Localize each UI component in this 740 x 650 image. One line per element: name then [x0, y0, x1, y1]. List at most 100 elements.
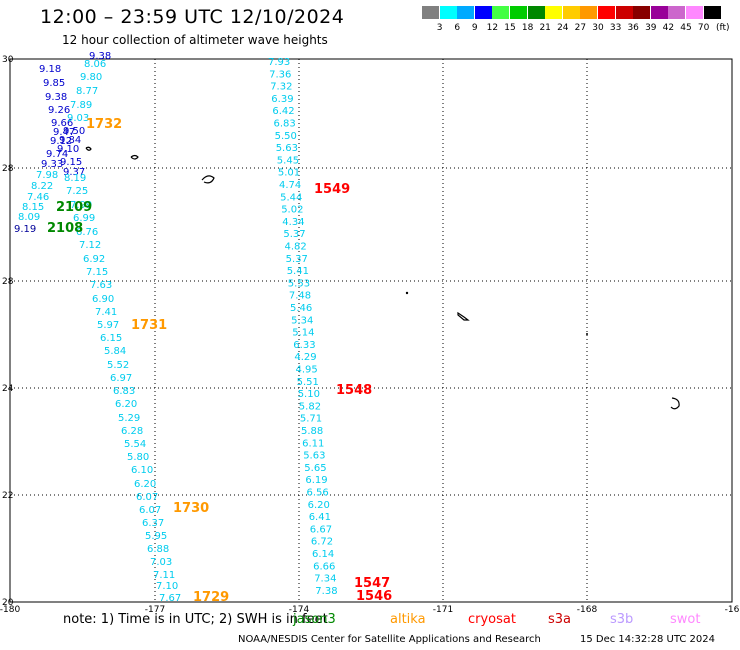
wave-height-label: 9.85 — [43, 78, 65, 89]
wave-height-label: 5.71 — [300, 414, 322, 425]
wave-height-label: 5.84 — [104, 346, 126, 357]
colorbar-swatch — [510, 6, 527, 19]
wave-height-label: 8.19 — [64, 173, 86, 184]
page-title: 12:00 – 23:59 UTC 12/10/2024 — [40, 6, 345, 28]
colorbar-unit: (ft) — [716, 23, 730, 33]
wave-height-label: 9.50 — [63, 126, 85, 137]
lat-label: 28 — [2, 164, 14, 174]
wave-height-label: 5.63 — [276, 143, 298, 154]
wave-height-label: 7.25 — [66, 186, 88, 197]
colorbar-swatch — [422, 6, 439, 19]
wave-height-label: 6.15 — [100, 333, 122, 344]
lon-label: -171 — [433, 605, 453, 615]
island-outlines — [85, 146, 680, 410]
lat-label: 20 — [2, 598, 14, 608]
wave-height-label: 7.89 — [70, 100, 92, 111]
wave-height-label: 6.14 — [312, 549, 334, 560]
wave-height-label: 1546 — [356, 589, 392, 604]
wave-height-label: 5.95 — [145, 531, 167, 542]
wave-height-label: 5.14 — [292, 328, 314, 339]
wave-height-label: 5.88 — [301, 426, 323, 437]
colorbar-swatch — [439, 6, 457, 19]
wave-height-label: 7.38 — [315, 586, 337, 597]
wave-height-label: 6.28 — [121, 426, 143, 437]
legend-cryosat: cryosat — [468, 612, 516, 627]
colorbar-label: 24 — [557, 23, 569, 33]
wave-height-label: 2108 — [47, 221, 83, 236]
colorbar-swatch — [562, 6, 580, 19]
wave-height-label: 6.07 — [139, 505, 161, 516]
wave-height-label: 1548 — [336, 383, 372, 398]
colorbar-swatch — [492, 6, 510, 19]
wave-height-label: 6.97 — [110, 373, 132, 384]
wave-height-label: 5.44 — [280, 192, 302, 203]
wave-height-label: 9.84 — [59, 135, 81, 146]
colorbar-label: 30 — [592, 23, 604, 33]
wave-height-label: 7.41 — [95, 307, 117, 318]
wave-height-label: 9.47 — [53, 127, 75, 138]
wave-height-label: 6.92 — [83, 254, 105, 265]
map-axes: -180 -177 -174 -171 -168 -16 30 28 28 24 22 20 — [0, 55, 740, 615]
wave-height-label: 8.15 — [22, 202, 44, 213]
wave-height-label: 9.38 — [45, 92, 67, 103]
colorbar-swatch — [686, 6, 703, 19]
wave-height-label: 8.77 — [76, 86, 98, 97]
colorbar-label: 15 — [504, 23, 516, 33]
wave-height-label: 6.90 — [92, 294, 114, 305]
wave-height-label: 6.20 — [308, 500, 330, 511]
wave-height-label: 6.07 — [136, 492, 158, 503]
legend-s3a: s3a — [548, 612, 572, 627]
wave-height-label: 7.10 — [156, 581, 178, 592]
colorbar-swatch — [527, 6, 545, 19]
island-dot — [586, 333, 588, 335]
wave-height-label: 7.12 — [79, 240, 101, 251]
wave-height-label: 9.15 — [60, 157, 82, 168]
island-outline — [130, 154, 139, 160]
wave-height-label: 7.63 — [90, 280, 112, 291]
wave-height-label: 6.20 — [115, 399, 137, 410]
wave-height-label: 5.34 — [291, 315, 313, 326]
wave-height-label: 5.37 — [283, 229, 305, 240]
legend-s3b: s3b — [610, 612, 634, 627]
lat-label: 22 — [2, 491, 13, 501]
wave-height-label: 5.37 — [286, 254, 308, 265]
lon-label: -16 — [725, 605, 740, 615]
wave-height-label: 5.54 — [124, 439, 146, 450]
lon-label: -174 — [289, 605, 310, 615]
colorbar-swatch — [703, 6, 721, 19]
wave-height-label: 6.66 — [313, 561, 335, 572]
island-outline — [670, 397, 680, 410]
map-frame — [9, 58, 733, 603]
wave-height-label: 6.76 — [76, 227, 98, 238]
wave-height-label: 8.22 — [31, 181, 53, 192]
wave-height-label: 9.18 — [39, 64, 61, 75]
colorbar-label: 3 — [436, 23, 443, 33]
wave-height-label: 5.45 — [277, 155, 299, 166]
wave-height-label: 7.32 — [270, 82, 292, 93]
wave-height-label: 7.46 — [27, 192, 49, 203]
colorbar-swatch — [474, 6, 492, 19]
colorbar-label: 27 — [574, 23, 587, 33]
wave-height-label: 6.11 — [302, 438, 324, 449]
legend-jason3: jason3 — [293, 612, 336, 627]
wave-height-labels: 9.38 9.18 9.85 9.38 9.26 9.669.479.12 9.749.33… — [14, 51, 392, 605]
wave-height-label: 5.51 — [297, 377, 319, 388]
wave-height-label: 5.29 — [118, 413, 140, 424]
wave-height-label: 6.39 — [271, 94, 293, 105]
lon-label: -177 — [145, 605, 165, 615]
note-text: note: 1) Time is in UTC; 2) SWH is in fe… — [63, 612, 328, 627]
lat-label: 24 — [2, 384, 14, 394]
colorbar-swatch — [650, 6, 668, 19]
wave-height-label: 5.41 — [287, 266, 309, 277]
wave-height-label: 5.53 — [288, 278, 310, 289]
wave-height-label: 9.37 — [63, 167, 85, 178]
wave-height-label: 7.11 — [153, 570, 175, 581]
wave-height-label: 5.65 — [304, 463, 326, 474]
wave-height-label: 9.26 — [48, 105, 70, 116]
wave-height-label: 6.67 — [310, 524, 332, 535]
wave-height-label: 8.09 — [18, 212, 40, 223]
colorbar-label: 42 — [662, 23, 675, 33]
wave-height-label: 4.34 — [282, 217, 304, 228]
wave-height-label: 7.15 — [86, 267, 108, 278]
